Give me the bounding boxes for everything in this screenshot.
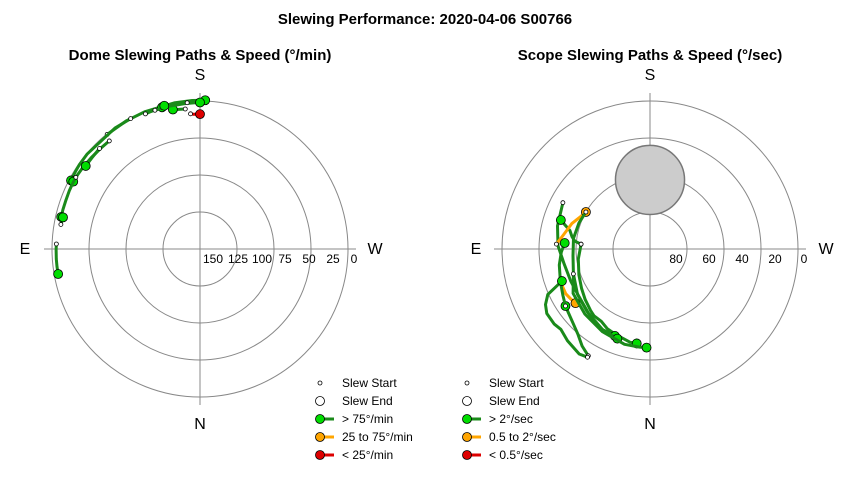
dome-slew-path bbox=[105, 98, 207, 136]
dome-legend-label: < 25°/min bbox=[342, 448, 393, 462]
dome-legend-end-marker bbox=[315, 396, 325, 406]
dome-slew-start-marker bbox=[182, 106, 188, 112]
dome-legend-label: Slew End bbox=[342, 394, 393, 408]
dome-chart-title: Dome Slewing Paths & Speed (°/min) bbox=[69, 47, 332, 64]
dome-slew-start-marker bbox=[143, 111, 148, 117]
scope-polar-chart: Scope Slewing Paths & Speed (°/sec) S N … bbox=[462, 47, 834, 462]
dome-slew-end-marker bbox=[195, 97, 205, 108]
scope-legend-marker bbox=[462, 414, 472, 424]
scope-legend-label: Slew Start bbox=[489, 376, 544, 390]
dome-slew-path bbox=[59, 175, 78, 219]
scope-legend-end-marker bbox=[462, 396, 472, 406]
scope-grid bbox=[494, 93, 806, 405]
scope-chart-title: Scope Slewing Paths & Speed (°/sec) bbox=[518, 47, 782, 64]
dome-slew-start-marker bbox=[184, 100, 190, 106]
dome-slew-end-marker bbox=[80, 161, 91, 171]
scope-slew-end-marker bbox=[641, 342, 652, 353]
dome-legend-label: > 75°/min bbox=[342, 412, 393, 426]
scope-slew-start-marker bbox=[578, 241, 584, 247]
dome-slew-end-marker bbox=[58, 212, 68, 223]
scope-r-tick: 60 bbox=[702, 252, 716, 266]
dome-r-tick: 100 bbox=[252, 252, 272, 266]
dome-legend-marker bbox=[315, 414, 325, 424]
dome-slew-end-marker bbox=[53, 269, 64, 279]
scope-legend: Slew Start Slew End > 2°/sec 0.5 to 2°/sec <… bbox=[462, 376, 556, 462]
dome-legend-marker bbox=[315, 450, 325, 460]
dome-slew-start-marker bbox=[152, 107, 158, 113]
scope-slew-start-marker bbox=[560, 200, 566, 206]
dome-grid bbox=[44, 93, 356, 405]
dome-slew-start-marker bbox=[97, 146, 102, 151]
scope-r-tick: 40 bbox=[735, 252, 749, 266]
scope-slew-path bbox=[571, 272, 649, 350]
scope-dir-bottom: N bbox=[644, 416, 656, 433]
dome-slew-end-marker bbox=[159, 100, 170, 111]
dome-slew-start-marker bbox=[73, 174, 79, 180]
scope-slew-path bbox=[554, 210, 588, 246]
scope-dir-top: S bbox=[645, 67, 656, 84]
scope-legend-marker bbox=[462, 450, 472, 460]
dome-legend-marker bbox=[315, 432, 325, 442]
dome-legend-label: Slew Start bbox=[342, 376, 397, 390]
dome-slew-start-marker bbox=[128, 116, 134, 122]
dome-r-tick: 125 bbox=[228, 252, 248, 266]
dome-r-tick: 150 bbox=[203, 252, 223, 266]
scope-slew-end-marker bbox=[555, 215, 566, 225]
dome-slew-start-marker bbox=[58, 222, 64, 227]
scope-r-tick: 0 bbox=[801, 252, 808, 266]
dome-slew-start-marker bbox=[188, 111, 193, 117]
scope-legend-marker bbox=[462, 432, 472, 442]
figure-title: Slewing Performance: 2020-04-06 S00766 bbox=[278, 11, 572, 28]
scope-legend-label: < 0.5°/sec bbox=[489, 448, 543, 462]
dome-slew-path bbox=[54, 242, 60, 276]
scope-slew-start-marker bbox=[553, 241, 559, 247]
dome-slew-start-marker bbox=[53, 241, 59, 247]
scope-legend-start-marker bbox=[464, 380, 470, 386]
scope-r-tick: 80 bbox=[669, 252, 683, 266]
dome-dir-right: W bbox=[367, 241, 383, 258]
dome-slew-path bbox=[69, 117, 133, 182]
scope-slew-start-marker bbox=[583, 209, 589, 215]
scope-slew-path bbox=[576, 242, 639, 345]
dome-slew-start-marker bbox=[106, 138, 112, 144]
scope-slew-start-marker bbox=[585, 354, 590, 360]
dome-dir-bottom: N bbox=[194, 416, 206, 433]
dome-legend-start-marker bbox=[317, 380, 323, 386]
dome-dir-left: E bbox=[20, 241, 31, 258]
dome-slew-path bbox=[71, 139, 111, 184]
scope-legend-label: > 2°/sec bbox=[489, 412, 533, 426]
dome-r-tick: 75 bbox=[278, 252, 292, 266]
scope-slew-path bbox=[557, 241, 567, 308]
dome-legend-label: 25 to 75°/min bbox=[342, 430, 413, 444]
dome-r-tick: 0 bbox=[351, 252, 358, 266]
scope-slew-end-marker bbox=[559, 238, 570, 248]
dome-polar-chart: Dome Slewing Paths & Speed (°/min) S N E… bbox=[20, 47, 413, 462]
scope-slew-start-marker bbox=[563, 303, 568, 309]
scope-dir-right: W bbox=[818, 241, 834, 258]
scope-r-tick: 20 bbox=[768, 252, 782, 266]
dome-slew-end-marker bbox=[195, 109, 205, 120]
scope-dir-left: E bbox=[471, 241, 482, 258]
scope-slew-start-marker bbox=[570, 271, 576, 277]
scope-legend-label: Slew End bbox=[489, 394, 540, 408]
scope-obstruction bbox=[614, 144, 686, 216]
dome-legend: Slew Start Slew End > 75°/min 25 to 75°/min… bbox=[315, 376, 413, 462]
dome-dir-top: S bbox=[195, 67, 206, 84]
dome-r-tick: 25 bbox=[326, 252, 340, 266]
scope-slew-end-marker bbox=[557, 276, 567, 286]
scope-slew-path bbox=[564, 304, 590, 358]
dome-r-tick: 50 bbox=[302, 252, 316, 266]
scope-legend-label: 0.5 to 2°/sec bbox=[489, 430, 556, 444]
scope-slew-path bbox=[544, 279, 589, 359]
